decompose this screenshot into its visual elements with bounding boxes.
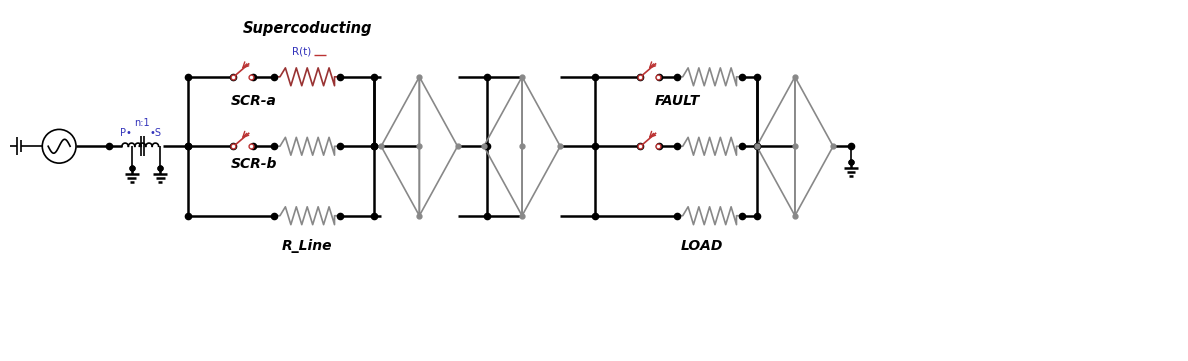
Text: FAULT: FAULT	[655, 93, 700, 108]
Text: SCR-b: SCR-b	[230, 157, 277, 171]
Text: LOAD: LOAD	[681, 239, 723, 253]
Text: •S: •S	[150, 128, 162, 138]
Text: SCR-a: SCR-a	[230, 93, 277, 108]
Text: R(t): R(t)	[292, 47, 311, 57]
Text: Supercoducting: Supercoducting	[242, 21, 372, 36]
Text: n:1: n:1	[134, 118, 150, 129]
Text: R_Line: R_Line	[282, 239, 333, 253]
Text: P•: P•	[120, 128, 132, 138]
